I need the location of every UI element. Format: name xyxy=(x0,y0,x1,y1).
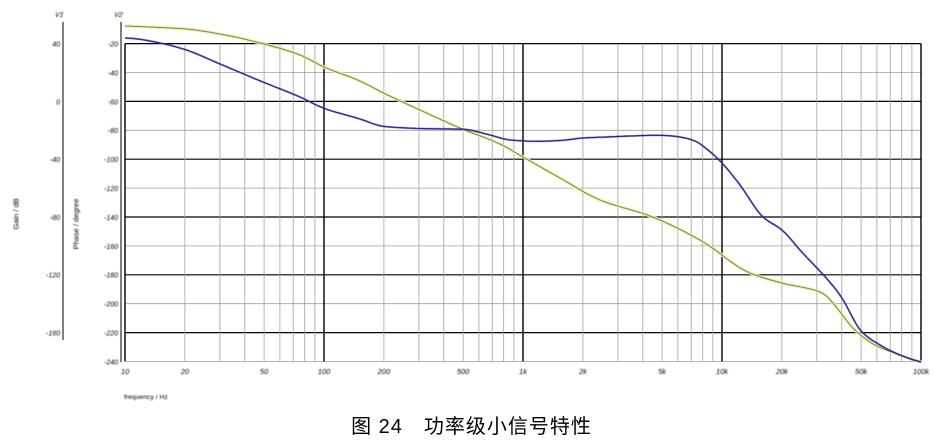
svg-text:5k: 5k xyxy=(658,367,667,376)
svg-text:2k: 2k xyxy=(578,367,588,376)
svg-text:-80: -80 xyxy=(50,215,60,222)
svg-text:-120: -120 xyxy=(46,273,60,280)
svg-text:-220: -220 xyxy=(104,331,118,338)
svg-text:-120: -120 xyxy=(104,186,118,193)
svg-text:100: 100 xyxy=(318,367,331,376)
svg-text:50: 50 xyxy=(260,367,269,376)
svg-text:50k: 50k xyxy=(855,367,868,376)
svg-text:-80: -80 xyxy=(108,128,118,135)
svg-text:-160: -160 xyxy=(46,331,60,338)
svg-text:-100: -100 xyxy=(104,157,118,164)
svg-text:1k: 1k xyxy=(519,367,528,376)
svg-text:500: 500 xyxy=(457,367,470,376)
svg-text:200: 200 xyxy=(377,367,391,376)
svg-text:100k: 100k xyxy=(913,367,931,376)
svg-text:-200: -200 xyxy=(104,302,118,309)
svg-text:-20: -20 xyxy=(108,42,118,49)
svg-text:-140: -140 xyxy=(104,215,118,222)
svg-text:20: 20 xyxy=(180,367,190,376)
svg-text:10: 10 xyxy=(121,367,130,376)
svg-text:-160: -160 xyxy=(104,244,118,251)
svg-text:-60: -60 xyxy=(108,99,118,106)
svg-text:10k: 10k xyxy=(716,367,729,376)
svg-text:-240: -240 xyxy=(104,359,118,366)
svg-text:-40: -40 xyxy=(50,157,60,164)
svg-text:0: 0 xyxy=(56,99,60,106)
svg-text:40: 40 xyxy=(52,42,60,49)
svg-text:20k: 20k xyxy=(775,367,789,376)
svg-text:-40: -40 xyxy=(108,70,118,77)
svg-text:-180: -180 xyxy=(104,273,118,280)
